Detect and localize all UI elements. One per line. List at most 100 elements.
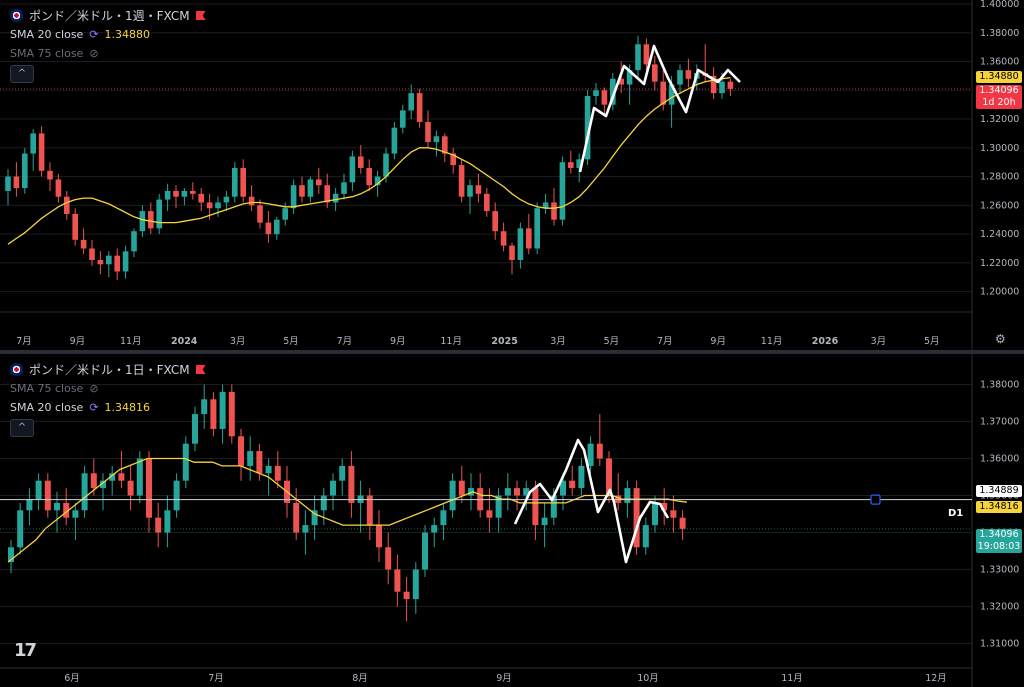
candle-body: [394, 569, 401, 592]
candle-body: [307, 179, 314, 197]
candle-body: [22, 153, 28, 189]
candle-body: [248, 196, 255, 206]
weekly-chart-canvas[interactable]: 1.400001.380001.360001.340001.320001.300…: [0, 0, 1024, 350]
x-tick-label: 8月: [352, 673, 368, 684]
eye-hidden-icon[interactable]: ⊘: [89, 46, 99, 60]
candle-body: [54, 502, 60, 511]
candle-body: [376, 525, 382, 548]
weekly-last-price-tag: 1.34096: [976, 85, 1022, 97]
y-tick-label: 1.33000: [980, 565, 1019, 576]
candle-body: [534, 208, 540, 249]
candle-body: [223, 196, 230, 203]
candle-body: [626, 70, 633, 85]
candle-body: [13, 176, 20, 189]
candle-body: [652, 502, 658, 526]
candle-body: [302, 525, 309, 533]
y-tick-label: 1.22000: [980, 258, 1019, 269]
candle-body: [408, 93, 414, 111]
candle-body: [385, 547, 392, 570]
candle-body: [109, 473, 116, 481]
daily-collapse-button[interactable]: ^: [10, 419, 34, 437]
candle-body: [311, 510, 318, 526]
sync-icon[interactable]: ⟳: [89, 400, 99, 414]
eye-hidden-icon[interactable]: ⊘: [89, 381, 99, 395]
candle-body: [131, 231, 137, 252]
candle-body: [232, 167, 238, 197]
candle-body: [643, 44, 650, 65]
weekly-sma20-label[interactable]: SMA 20 close: [10, 27, 84, 41]
sync-icon[interactable]: ⟳: [89, 27, 99, 41]
candle-body: [228, 391, 235, 437]
candle-body: [400, 110, 406, 128]
tradingview-logo[interactable]: 17: [14, 640, 37, 661]
x-tick-label: 10月: [637, 673, 659, 684]
y-tick-label: 1.36000: [980, 454, 1019, 465]
pane-divider[interactable]: [0, 350, 1024, 354]
candle-body: [257, 205, 263, 223]
x-tick-label: 5月: [604, 336, 620, 347]
weekly-chart-pane[interactable]: 1.400001.380001.360001.340001.320001.300…: [0, 0, 1024, 350]
candle-body: [593, 90, 599, 97]
candle-body: [468, 488, 474, 496]
candle-body: [450, 153, 456, 166]
candle-body: [661, 502, 668, 511]
y-tick-label: 1.26000: [980, 200, 1019, 211]
candle-body: [256, 451, 263, 474]
candle-body: [35, 480, 42, 500]
candle-body: [210, 399, 217, 429]
candle-body: [173, 480, 180, 511]
candle-body: [215, 202, 221, 209]
x-tick-label: 6月: [64, 673, 80, 684]
y-tick-label: 1.40000: [980, 0, 1019, 10]
daily-chart-canvas[interactable]: 1.380001.370001.360001.350001.340001.330…: [0, 354, 1024, 687]
candle-body: [449, 480, 456, 511]
candle-body: [532, 488, 539, 526]
candle-body: [26, 499, 33, 511]
weekly-sma75-label[interactable]: SMA 75 close: [10, 46, 84, 60]
y-tick-label: 1.30000: [980, 143, 1019, 154]
daily-countdown-tag: 19:08:03: [976, 541, 1022, 553]
candle-body: [431, 525, 438, 533]
candle-body: [201, 399, 208, 415]
x-tick-label: 11月: [761, 336, 783, 347]
weekly-symbol-title[interactable]: ポンド／米ドル・1週・FXCM: [29, 8, 190, 23]
daily-sma20-label[interactable]: SMA 20 close: [10, 400, 84, 414]
candle-body: [238, 436, 244, 466]
daily-sma20-value: 1.34816: [104, 400, 151, 414]
candle-body: [551, 202, 557, 220]
candle-body: [475, 185, 482, 194]
x-tick-label: 5月: [283, 336, 299, 347]
candle-body: [192, 414, 198, 444]
y-tick-label: 1.38000: [980, 28, 1019, 39]
daily-last-price-tag: 1.34096: [976, 529, 1022, 541]
x-tick-label: 2024: [171, 336, 198, 347]
candle-body: [679, 517, 686, 529]
candle-body: [290, 185, 297, 209]
x-tick-label: 5月: [924, 336, 940, 347]
candle-body: [247, 451, 254, 466]
candle-body: [63, 502, 70, 518]
candle-body: [64, 196, 70, 214]
y-tick-label: 1.31000: [980, 639, 1019, 650]
weekly-collapse-button[interactable]: ^: [10, 65, 34, 83]
candle-body: [316, 179, 322, 186]
candle-body: [517, 228, 524, 260]
candle-body: [182, 443, 189, 481]
candle-body: [136, 458, 143, 496]
weekly-legend: ポンド／米ドル・1週・FXCM SMA 20 close ⟳ 1.34880 S…: [10, 6, 206, 83]
candle-body: [155, 517, 162, 533]
candle-body: [324, 185, 330, 203]
candle-body: [391, 127, 398, 154]
candle-body: [422, 532, 428, 570]
candle-body: [341, 182, 347, 194]
weekly-settings-gear-icon[interactable]: ⚙: [995, 332, 1006, 346]
candle-body: [442, 136, 448, 154]
daily-sma75-label[interactable]: SMA 75 close: [10, 381, 84, 395]
daily-hline-price-tag: 1.34889: [976, 485, 1022, 497]
x-tick-label: 3月: [871, 336, 887, 347]
y-tick-label: 1.37000: [980, 417, 1019, 428]
candle-body: [660, 81, 666, 105]
daily-symbol-title[interactable]: ポンド／米ドル・1日・FXCM: [29, 362, 190, 377]
daily-chart-pane[interactable]: 1.380001.370001.360001.350001.340001.330…: [0, 354, 1024, 687]
x-tick-label: 7月: [16, 336, 32, 347]
